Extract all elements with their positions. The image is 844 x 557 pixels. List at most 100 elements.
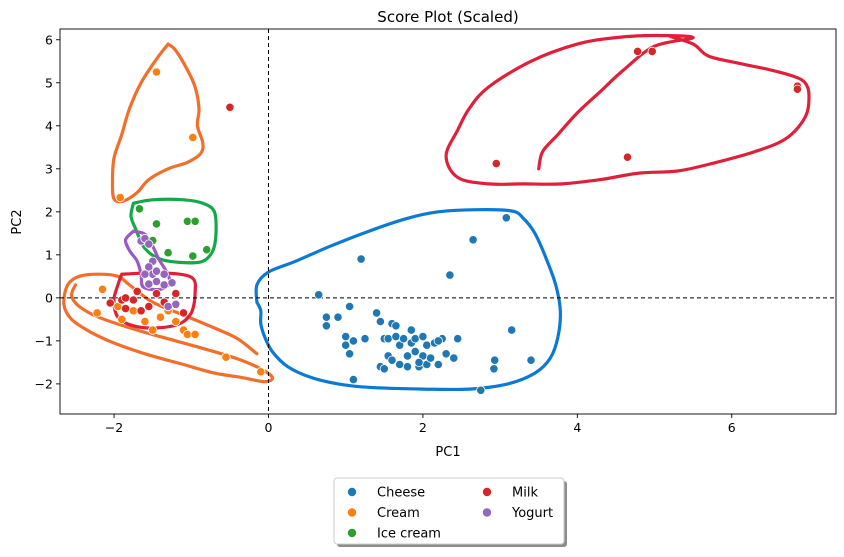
x-axis-label: PC1 xyxy=(435,445,460,460)
point-milk xyxy=(622,152,633,162)
point-ice-cream xyxy=(134,204,145,214)
point-milk xyxy=(144,301,154,312)
point-cheese xyxy=(406,325,416,335)
point-cream xyxy=(256,367,266,377)
point-cheese xyxy=(341,331,351,342)
point-cream xyxy=(97,284,108,294)
point-milk xyxy=(121,303,131,314)
legend-marker-cheese xyxy=(346,486,357,497)
x-axis-ticks: −2 0 2 4 6 xyxy=(105,414,736,435)
point-cheese xyxy=(501,213,511,223)
point-cream xyxy=(182,329,192,339)
point-milk xyxy=(121,293,131,303)
point-milk xyxy=(132,286,142,296)
point-cheese xyxy=(476,385,486,395)
point-cream xyxy=(171,316,181,327)
legend-label-cheese: Cheese xyxy=(377,486,425,501)
x-tick-label: −2 xyxy=(105,420,123,435)
point-ice-cream xyxy=(202,245,212,255)
legend-marker-cream xyxy=(346,507,357,518)
point-cream xyxy=(151,67,162,77)
contour-cheese xyxy=(254,208,562,392)
point-yogurt xyxy=(144,279,154,289)
point-milk xyxy=(225,102,235,112)
point-cream xyxy=(140,316,150,327)
point-cheese xyxy=(441,349,451,359)
point-cheese xyxy=(395,359,405,370)
point-yogurt xyxy=(151,266,162,276)
point-cheese xyxy=(410,346,420,357)
chart-title: Score Plot (Scaled) xyxy=(377,8,518,26)
point-cheese xyxy=(321,321,331,331)
point-cheese xyxy=(387,355,397,365)
point-yogurt xyxy=(151,276,162,287)
point-cheese xyxy=(418,331,428,342)
legend-box xyxy=(333,477,565,545)
point-milk xyxy=(105,298,115,308)
point-cheese xyxy=(414,357,424,367)
x-tick-label: 6 xyxy=(728,420,736,435)
point-milk xyxy=(491,159,501,169)
point-ice-cream xyxy=(163,248,173,258)
point-milk xyxy=(151,288,162,299)
point-cheese xyxy=(333,312,343,322)
point-cheese xyxy=(391,321,401,331)
legend-label-ice-cream: Ice cream xyxy=(377,527,441,542)
point-milk xyxy=(792,84,803,94)
reference-lines xyxy=(60,29,836,414)
legend: Cheese Cream Ice cream Milk Yogurt xyxy=(333,477,567,547)
point-ice-cream xyxy=(190,216,200,226)
point-cheese xyxy=(433,336,443,346)
point-milk xyxy=(647,46,657,57)
point-yogurt xyxy=(167,278,177,288)
contour-cream xyxy=(110,42,205,204)
point-milk xyxy=(128,295,138,305)
point-ice-cream xyxy=(151,219,162,229)
point-ice-cream xyxy=(188,251,198,261)
contour-milk xyxy=(444,33,811,186)
y-tick-label: 4 xyxy=(45,118,53,133)
point-cheese xyxy=(453,334,463,344)
point-milk xyxy=(178,308,189,318)
point-cheese xyxy=(490,355,500,365)
point-cream xyxy=(128,306,138,316)
legend-label-milk: Milk xyxy=(512,486,538,501)
point-cheese xyxy=(489,364,499,374)
point-cheese xyxy=(379,364,389,374)
y-tick-label: 5 xyxy=(45,75,53,90)
point-milk xyxy=(136,306,146,316)
point-cream xyxy=(155,312,165,322)
y-axis-label: PC2 xyxy=(10,209,25,234)
legend-marker-milk xyxy=(481,486,492,497)
point-cream xyxy=(92,308,102,318)
point-cream xyxy=(117,314,127,324)
point-milk xyxy=(632,46,643,57)
point-cheese xyxy=(468,235,478,245)
point-cheese xyxy=(425,353,436,363)
y-tick-label: 3 xyxy=(45,161,53,176)
point-cream xyxy=(148,325,158,335)
point-yogurt xyxy=(144,239,154,249)
point-cheese xyxy=(383,334,393,344)
point-cheese xyxy=(445,270,455,280)
contour-milk xyxy=(112,271,198,330)
point-cream xyxy=(221,352,231,362)
x-tick-label: 2 xyxy=(419,420,427,435)
x-tick-label: 0 xyxy=(265,420,273,435)
point-cheese xyxy=(321,312,331,322)
point-cheese xyxy=(402,362,413,372)
point-cheese xyxy=(360,334,370,344)
point-cream xyxy=(115,193,125,203)
data-points xyxy=(92,46,803,395)
point-cheese xyxy=(449,353,459,363)
legend-label-yogurt: Yogurt xyxy=(511,506,553,521)
point-yogurt xyxy=(171,299,181,309)
point-cheese xyxy=(402,351,413,361)
y-tick-label: −1 xyxy=(35,333,53,348)
point-cheese xyxy=(375,316,385,327)
point-cheese xyxy=(344,301,355,312)
point-cheese xyxy=(526,355,536,365)
point-cheese xyxy=(341,340,351,350)
point-yogurt xyxy=(163,301,173,312)
x-tick-label: 4 xyxy=(573,420,581,435)
